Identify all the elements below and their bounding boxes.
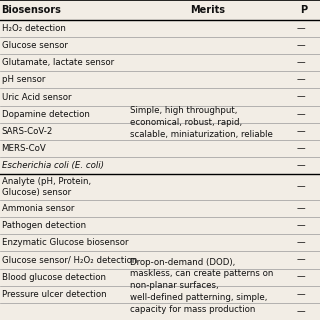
Text: Dopamine detection: Dopamine detection xyxy=(2,110,90,119)
Text: Blood glucose detection: Blood glucose detection xyxy=(2,273,106,282)
Text: Escherichia coli (E. coli): Escherichia coli (E. coli) xyxy=(2,161,104,170)
Text: Biosensors: Biosensors xyxy=(2,5,61,15)
Text: P: P xyxy=(300,5,308,15)
Text: —: — xyxy=(297,273,305,282)
Text: —: — xyxy=(297,76,305,84)
Text: Uric Acid sensor: Uric Acid sensor xyxy=(2,92,71,101)
Text: —: — xyxy=(297,58,305,67)
Text: Merits: Merits xyxy=(190,5,226,15)
Text: Enzymatic Glucose biosensor: Enzymatic Glucose biosensor xyxy=(2,238,128,247)
Text: —: — xyxy=(297,307,305,316)
Text: Glucose sensor: Glucose sensor xyxy=(2,41,68,50)
Text: pH sensor: pH sensor xyxy=(2,76,45,84)
Text: Pressure ulcer detection: Pressure ulcer detection xyxy=(2,290,106,299)
Text: —: — xyxy=(297,290,305,299)
Text: —: — xyxy=(297,24,305,33)
Text: H₂O₂ detection: H₂O₂ detection xyxy=(2,24,66,33)
Text: —: — xyxy=(297,183,305,192)
Text: —: — xyxy=(297,221,305,230)
Text: Glutamate, lactate sensor: Glutamate, lactate sensor xyxy=(2,58,114,67)
Text: Simple, high throughput,
economical, robust, rapid,
scalable, miniaturization, r: Simple, high throughput, economical, rob… xyxy=(130,107,272,139)
Text: Drop-on-demand (DOD),
maskless, can create patterns on
non-planar surfaces,
well: Drop-on-demand (DOD), maskless, can crea… xyxy=(130,258,273,314)
Text: —: — xyxy=(297,161,305,170)
Text: SARS-CoV-2: SARS-CoV-2 xyxy=(2,127,53,136)
Text: —: — xyxy=(297,92,305,101)
Text: —: — xyxy=(297,255,305,264)
Text: Analyte (pH, Protein,
Glucose) sensor: Analyte (pH, Protein, Glucose) sensor xyxy=(2,177,91,197)
Text: —: — xyxy=(297,204,305,213)
Text: —: — xyxy=(297,110,305,119)
Text: —: — xyxy=(297,41,305,50)
Text: —: — xyxy=(297,127,305,136)
Text: MERS-CoV: MERS-CoV xyxy=(2,144,46,153)
Text: —: — xyxy=(297,238,305,247)
Text: Pathogen detection: Pathogen detection xyxy=(2,221,86,230)
Text: Glucose sensor/ H₂O₂ detection: Glucose sensor/ H₂O₂ detection xyxy=(2,255,137,264)
Text: Ammonia sensor: Ammonia sensor xyxy=(2,204,74,213)
Text: —: — xyxy=(297,144,305,153)
